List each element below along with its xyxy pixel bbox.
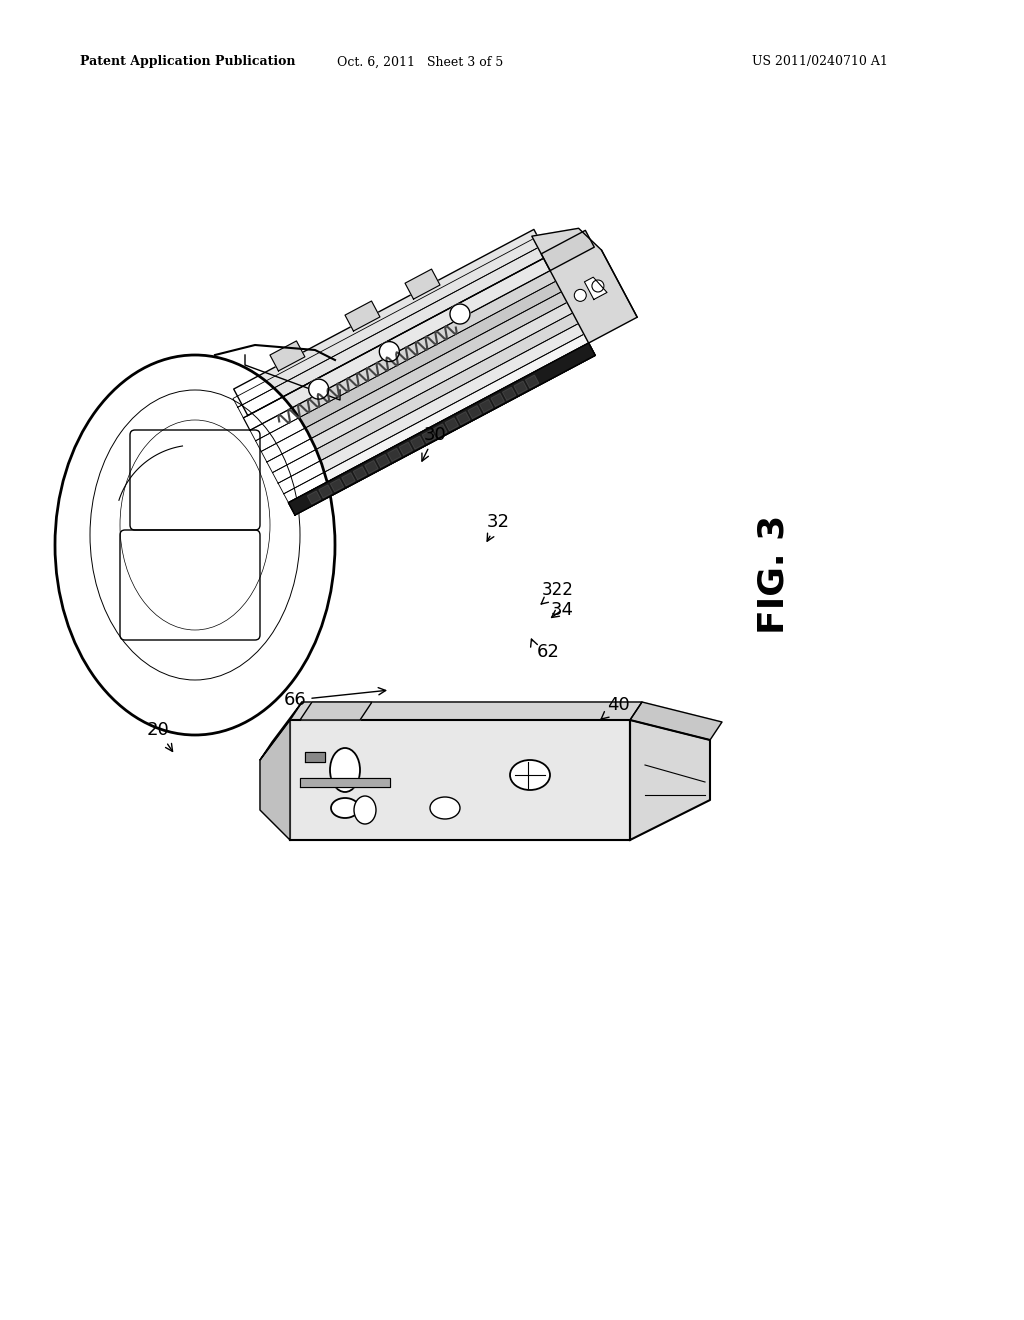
- Polygon shape: [290, 702, 642, 719]
- Text: Oct. 6, 2011   Sheet 3 of 5: Oct. 6, 2011 Sheet 3 of 5: [337, 55, 503, 69]
- Polygon shape: [300, 702, 372, 719]
- Polygon shape: [365, 461, 378, 474]
- Ellipse shape: [55, 355, 335, 735]
- Polygon shape: [479, 400, 493, 412]
- Text: 40: 40: [601, 696, 630, 719]
- Polygon shape: [290, 719, 630, 840]
- Polygon shape: [289, 343, 595, 515]
- Polygon shape: [630, 702, 722, 741]
- Polygon shape: [406, 269, 440, 300]
- Polygon shape: [353, 467, 367, 479]
- Polygon shape: [261, 292, 567, 462]
- Polygon shape: [250, 271, 556, 441]
- Ellipse shape: [330, 748, 360, 792]
- Text: 30: 30: [422, 426, 446, 461]
- Polygon shape: [525, 375, 539, 388]
- Polygon shape: [342, 473, 355, 486]
- Polygon shape: [345, 301, 380, 331]
- Text: FIG. 3: FIG. 3: [756, 515, 791, 634]
- Polygon shape: [300, 777, 390, 787]
- Circle shape: [308, 379, 329, 399]
- Text: 66: 66: [284, 688, 386, 709]
- Ellipse shape: [510, 760, 550, 789]
- Polygon shape: [399, 442, 413, 455]
- Polygon shape: [272, 313, 579, 483]
- Circle shape: [592, 280, 604, 292]
- Polygon shape: [585, 277, 607, 300]
- Polygon shape: [238, 248, 544, 418]
- Text: 20: 20: [146, 721, 173, 751]
- Polygon shape: [260, 702, 302, 760]
- Polygon shape: [503, 388, 516, 400]
- Polygon shape: [279, 323, 584, 494]
- Polygon shape: [284, 334, 589, 503]
- Ellipse shape: [430, 797, 460, 818]
- Polygon shape: [233, 230, 548, 416]
- Text: 32: 32: [486, 513, 510, 541]
- Polygon shape: [260, 719, 290, 840]
- Polygon shape: [305, 752, 325, 762]
- Polygon shape: [256, 281, 561, 451]
- Text: 34: 34: [551, 601, 573, 619]
- Polygon shape: [270, 341, 305, 371]
- Circle shape: [574, 289, 587, 301]
- Circle shape: [379, 342, 399, 362]
- Polygon shape: [307, 491, 321, 504]
- Polygon shape: [457, 412, 470, 425]
- Polygon shape: [411, 437, 424, 449]
- Polygon shape: [468, 405, 481, 418]
- Text: 322: 322: [541, 581, 573, 605]
- Polygon shape: [244, 259, 550, 430]
- Text: US 2011/0240710 A1: US 2011/0240710 A1: [752, 55, 888, 69]
- Polygon shape: [434, 424, 446, 437]
- Text: 62: 62: [530, 639, 559, 661]
- Polygon shape: [542, 231, 594, 271]
- Text: Patent Application Publication: Patent Application Publication: [80, 55, 296, 69]
- Polygon shape: [377, 454, 389, 467]
- Polygon shape: [492, 393, 504, 407]
- Polygon shape: [388, 449, 401, 461]
- Polygon shape: [514, 381, 527, 393]
- Ellipse shape: [354, 796, 376, 824]
- Polygon shape: [331, 479, 343, 491]
- Polygon shape: [233, 239, 538, 408]
- Circle shape: [450, 304, 470, 323]
- Polygon shape: [630, 719, 710, 840]
- Polygon shape: [318, 486, 332, 498]
- Polygon shape: [289, 343, 595, 515]
- Polygon shape: [531, 228, 637, 343]
- Polygon shape: [267, 302, 572, 473]
- Polygon shape: [445, 418, 459, 430]
- Ellipse shape: [331, 799, 359, 818]
- Polygon shape: [422, 430, 435, 442]
